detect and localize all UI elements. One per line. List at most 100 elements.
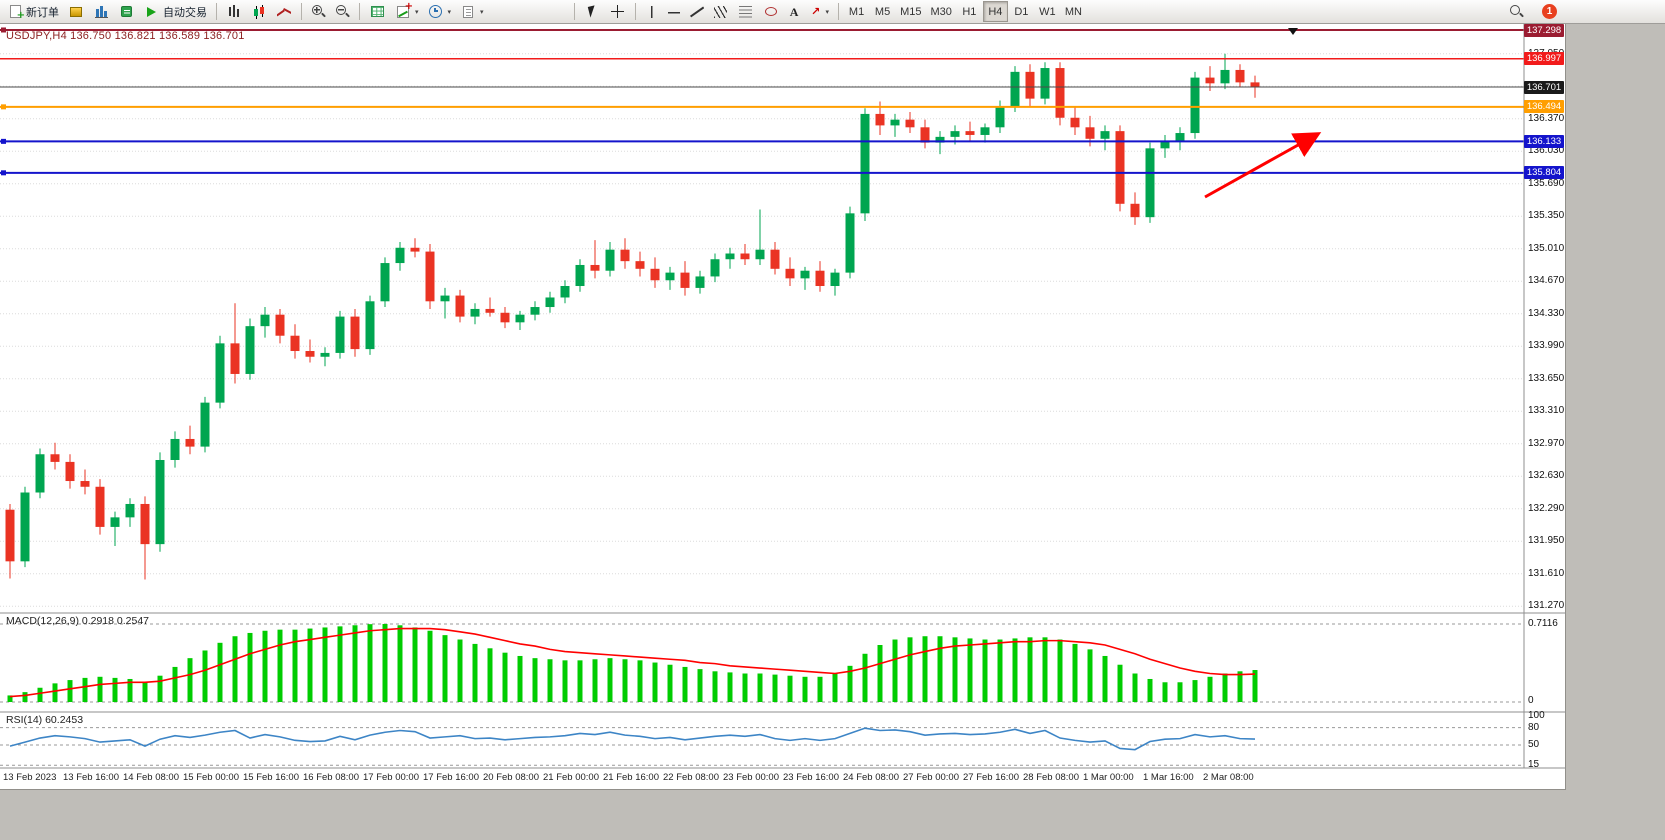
timeframe-button-h1[interactable]: H1: [962, 5, 977, 18]
rsi-panel: [0, 727, 1524, 766]
time-tick-label: 22 Feb 08:00: [663, 772, 719, 783]
fibonacci-button[interactable]: [734, 1, 758, 22]
time-tick-label: 14 Feb 08:00: [123, 772, 179, 783]
chart-shift-marker-icon[interactable]: [1288, 28, 1298, 35]
shapes-icon: [764, 7, 777, 16]
horizontal-line-button[interactable]: [663, 1, 685, 22]
candlestick-chart-button[interactable]: [247, 1, 271, 22]
price-tick-label: 132.970: [1528, 437, 1565, 449]
time-tick-label: 16 Feb 08:00: [303, 772, 359, 783]
timeframe-button-mn[interactable]: MN: [1064, 5, 1082, 18]
text-label-icon: [788, 4, 800, 20]
timeframe-button-m30[interactable]: M30: [930, 5, 952, 18]
new-order-button[interactable]: 新订单: [4, 1, 63, 22]
autotrading-button[interactable]: 自动交易: [139, 1, 211, 22]
workspace-bottom-gutter: [0, 790, 1566, 840]
price-line-label: 136.133: [1524, 134, 1564, 148]
templates-button[interactable]: ▾: [456, 1, 488, 22]
zoom-out-button[interactable]: [331, 1, 354, 22]
timeframe-button-m5[interactable]: M5: [874, 5, 891, 18]
channel-button[interactable]: [709, 1, 733, 22]
data-window-button[interactable]: [114, 1, 138, 22]
notifications-badge[interactable]: 1: [1542, 4, 1557, 19]
price-line-label: 136.997: [1524, 52, 1564, 66]
timeframe-button-w1[interactable]: W1: [1039, 5, 1056, 18]
price-tick-label: 135.690: [1528, 177, 1565, 189]
trendline-button[interactable]: [686, 1, 708, 22]
charts-profile-button[interactable]: [64, 1, 88, 22]
line-handle[interactable]: [1, 138, 6, 144]
macd-axis-label: 0: [1528, 695, 1534, 706]
crosshair-button[interactable]: [606, 1, 630, 22]
candles: [5, 53, 1260, 580]
indicators-button[interactable]: ▾: [391, 1, 423, 22]
workspace-right-gutter: [1566, 24, 1665, 840]
main-toolbar: 新订单 自动交易 ▾ ▾ ▾ ▾ M1 M5 M15 M30 H1 H4 D1 …: [0, 0, 1665, 24]
chart-canvas[interactable]: [0, 24, 1566, 790]
price-tick-label: 136.030: [1528, 145, 1565, 157]
shapes-button[interactable]: [759, 1, 783, 22]
cursor-button[interactable]: [580, 1, 605, 22]
dropdown-caret-icon: ▾: [447, 8, 452, 16]
dropdown-caret-icon: ▾: [480, 8, 484, 16]
time-tick-label: 15 Feb 00:00: [183, 772, 239, 783]
fibonacci-icon: [739, 5, 753, 18]
price-tick-label: 133.650: [1528, 372, 1565, 384]
price-lines[interactable]: [0, 27, 1524, 176]
time-tick-label: 27 Feb 00:00: [903, 772, 959, 783]
tile-windows-icon: [371, 6, 384, 17]
data-window-icon: [120, 6, 132, 17]
equidistant-channel-icon: [714, 5, 728, 18]
line-chart-button[interactable]: [272, 1, 296, 22]
line-handle[interactable]: [1, 170, 6, 176]
indicators-icon: [397, 1, 413, 18]
clock-icon: [429, 5, 443, 18]
time-tick-label: 13 Feb 16:00: [63, 772, 119, 783]
macd-histogram: [0, 623, 1524, 703]
time-tick-label: 15 Feb 16:00: [243, 772, 299, 783]
rsi-line: [9, 727, 1256, 751]
price-tick-label: 131.610: [1528, 567, 1565, 579]
toolbar-separator: [359, 3, 360, 20]
annotation-arrow[interactable]: [1204, 132, 1322, 199]
bar-chart-button[interactable]: [222, 1, 246, 22]
time-axis: 13 Feb 2023 13 Feb 16:00 14 Feb 08:00 15 Fe…: [0, 769, 1524, 789]
timeframe-button-m15[interactable]: M15: [900, 5, 922, 18]
line-handle[interactable]: [1, 104, 6, 110]
crosshair-icon: [611, 5, 625, 18]
bar-chart-icon: [228, 5, 240, 18]
template-icon: [463, 5, 474, 18]
time-tick-label: 21 Feb 16:00: [603, 772, 659, 783]
price-tick-label: 132.290: [1528, 502, 1565, 514]
timeframe-button-d1[interactable]: D1: [1014, 5, 1029, 18]
rsi-label: RSI(14) 60.2453: [6, 714, 84, 726]
toolbar-right-group: 1: [1505, 1, 1557, 22]
macd-label: MACD(12,26,9) 0.2918 0.2547: [6, 615, 150, 627]
tile-windows-button[interactable]: [365, 1, 390, 22]
line-handle[interactable]: [1, 27, 6, 33]
timeframe-button-m1[interactable]: M1: [848, 5, 865, 18]
chart-window[interactable]: USDJPY,H4 136.750 136.821 136.589 136.70…: [0, 24, 1566, 790]
periods-button[interactable]: ▾: [424, 1, 456, 22]
vertical-line-button[interactable]: [641, 1, 662, 22]
time-tick-label: 1 Mar 16:00: [1143, 772, 1194, 783]
profiles-icon: [70, 6, 82, 17]
chart-title: USDJPY,H4 136.750 136.821 136.589 136.70…: [6, 30, 245, 42]
autotrading-label: 自动交易: [163, 6, 207, 19]
rsi-axis-label: 80: [1528, 721, 1540, 733]
time-tick-label: 24 Feb 08:00: [843, 772, 899, 783]
price-tick-label: 136.370: [1528, 112, 1565, 124]
macd-axis-label: 0.7116: [1528, 618, 1558, 629]
timeframe-button-h4[interactable]: H4: [982, 1, 1008, 22]
time-tick-label: 17 Feb 00:00: [363, 772, 419, 783]
zoom-in-button[interactable]: [307, 1, 330, 22]
arrows-tool-button[interactable]: ▾: [806, 1, 834, 22]
search-button[interactable]: [1505, 1, 1528, 22]
price-tick-label: 131.950: [1528, 535, 1565, 547]
macd-signal-line: [9, 627, 1256, 698]
rsi-axis-label: 100: [1528, 710, 1545, 721]
text-label-button[interactable]: [784, 1, 805, 22]
new-order-icon: [10, 5, 25, 21]
price-tick-label: 135.350: [1528, 210, 1565, 222]
market-watch-button[interactable]: [89, 1, 113, 22]
